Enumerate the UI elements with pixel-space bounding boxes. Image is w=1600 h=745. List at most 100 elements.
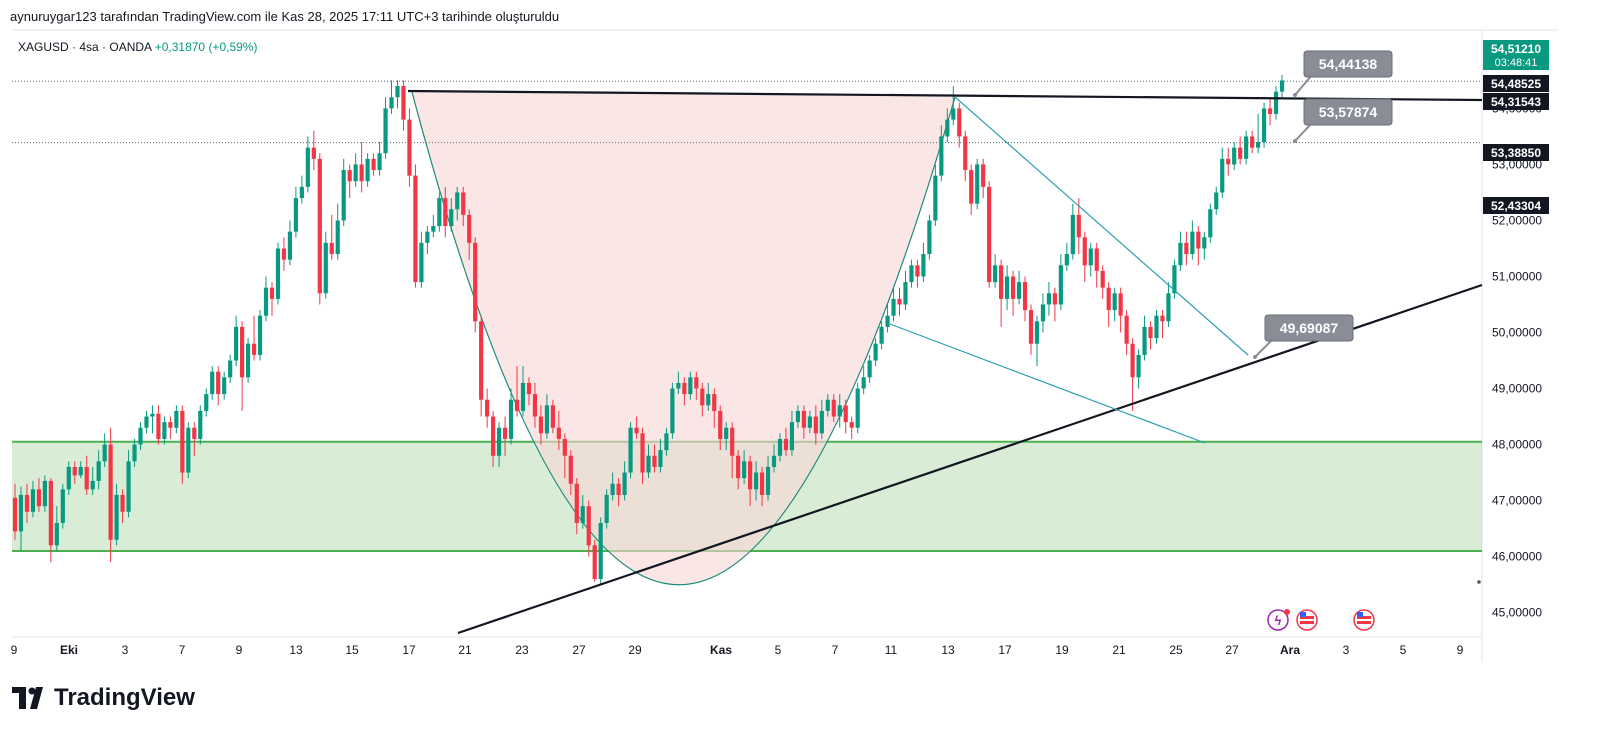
x-tick-label: 25	[1169, 643, 1183, 657]
candle-body	[1058, 265, 1063, 305]
callout-54-44-label: 54,44138	[1319, 56, 1378, 72]
candle	[748, 455, 753, 507]
candle	[1016, 270, 1022, 305]
candle-body	[443, 198, 448, 227]
candle-body	[694, 377, 699, 389]
candle	[407, 108, 412, 187]
candle	[873, 338, 878, 367]
candle	[1088, 242, 1093, 277]
candle-body	[1279, 80, 1285, 92]
candle	[257, 310, 263, 361]
candle	[1214, 186, 1219, 215]
candle	[616, 478, 621, 507]
candle-body	[933, 175, 938, 221]
candle-body	[1250, 136, 1255, 148]
candle	[825, 394, 830, 417]
candle-body	[1004, 276, 1010, 299]
candle	[610, 472, 615, 501]
candle	[84, 455, 89, 495]
candle	[90, 466, 95, 495]
candle	[287, 220, 293, 266]
candle	[60, 483, 65, 529]
candle	[1052, 287, 1057, 322]
candle	[329, 214, 334, 260]
candle	[849, 416, 854, 439]
price-tag-value: 54,51210	[1491, 42, 1541, 56]
candle	[538, 405, 544, 445]
candle-body	[646, 455, 651, 473]
candle	[514, 366, 520, 417]
candle	[855, 382, 860, 434]
candle	[1244, 130, 1249, 165]
candle-body	[419, 242, 424, 283]
candle	[443, 186, 448, 238]
candle-body	[180, 410, 185, 473]
x-tick-label: 5	[775, 643, 782, 657]
symbol-info: XAGUSD · 4sa · OANDA +0,31870 (+0,59%)	[18, 40, 257, 54]
x-tick-label: 27	[572, 643, 586, 657]
y-tick-label: 46,00000	[1492, 550, 1542, 564]
candle	[1064, 242, 1069, 271]
price-chart[interactable]: 54,4413853,5787449,69087ϟ54,0000053,0000…	[0, 0, 1600, 680]
candle-body	[54, 522, 59, 546]
candle	[592, 539, 597, 582]
x-tick-label: 3	[122, 643, 129, 657]
candle	[377, 142, 382, 176]
candle-body	[1046, 293, 1052, 305]
candle	[724, 422, 729, 451]
candle-body	[473, 242, 478, 322]
candle-body	[538, 416, 544, 434]
candle-body	[48, 480, 53, 546]
candle-body	[1040, 304, 1046, 322]
candle	[1154, 310, 1159, 344]
symbol-name[interactable]: XAGUSD · 4sa · OANDA	[18, 40, 152, 54]
candle	[640, 427, 645, 484]
candle-body	[371, 158, 376, 171]
candle-body	[867, 360, 872, 378]
candle	[204, 388, 209, 417]
price-tag-value: 54,48525	[1491, 77, 1541, 91]
x-tick-label: Eki	[60, 643, 78, 657]
candle-body	[1082, 237, 1087, 266]
candle-body	[389, 97, 394, 109]
candle	[383, 97, 388, 159]
candle	[275, 242, 281, 305]
dividend-event-icon	[1267, 609, 1289, 631]
candle	[1261, 102, 1267, 148]
candle	[1267, 97, 1273, 126]
x-tick-label: 17	[998, 643, 1012, 657]
candle-body	[413, 175, 418, 283]
candle-body	[1172, 265, 1177, 294]
candle	[1100, 265, 1105, 299]
us-flag-stripe	[1300, 616, 1314, 619]
candle-body	[120, 494, 125, 512]
candle-body	[395, 86, 400, 98]
candle-body	[999, 265, 1004, 299]
candle-body	[765, 466, 771, 495]
candle	[813, 405, 818, 445]
symbol-change: +0,31870 (+0,59%)	[154, 40, 258, 54]
candle	[963, 130, 968, 182]
candle-body	[1136, 354, 1141, 378]
cup-pattern-curve	[411, 91, 956, 586]
candle	[999, 259, 1004, 327]
candle	[1022, 276, 1028, 322]
candle-body	[730, 427, 735, 456]
candle	[168, 416, 173, 439]
candle-body	[843, 405, 848, 423]
candle-body	[455, 192, 460, 210]
candle-body	[198, 410, 203, 439]
candle	[987, 181, 992, 288]
candle	[18, 486, 24, 551]
candle-body	[353, 164, 358, 182]
candle	[1010, 270, 1016, 316]
candle	[867, 354, 872, 383]
candle-body	[126, 461, 131, 512]
candle	[658, 438, 663, 473]
candle-body	[60, 489, 65, 523]
candle-body	[658, 450, 663, 467]
candle-body	[1267, 108, 1273, 115]
candle	[12, 483, 18, 540]
candle-body	[616, 483, 621, 495]
price-tag-box	[1483, 75, 1549, 92]
